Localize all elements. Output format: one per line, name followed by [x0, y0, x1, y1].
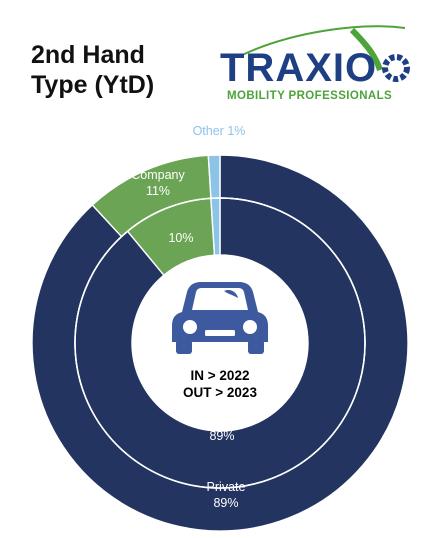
logo-wordmark: TRAXIO — [220, 46, 378, 90]
center-period-text: IN > 2022 OUT > 2023 — [183, 367, 257, 401]
label-outer-company: Company 11% — [131, 167, 185, 199]
donut-hole — [132, 255, 308, 431]
label-outer-company-value: 11% — [145, 184, 171, 198]
label-outer-private: Private 89% — [207, 479, 246, 511]
label-inner-company-value: 10% — [168, 231, 194, 245]
chart-title: 2nd Hand Type (YtD) — [31, 40, 154, 100]
title-line-1: 2nd Hand — [31, 41, 145, 69]
slice-outer-other — [207, 154, 221, 200]
label-outer-private-value: 89% — [213, 496, 239, 510]
label-inner-private: 89% — [209, 428, 234, 444]
car-icon — [172, 282, 268, 354]
label-outer-private-name: Private — [206, 480, 246, 494]
inner-ring — [74, 197, 366, 489]
label-outer-other-text: Other 1% — [192, 124, 246, 138]
ring-separator — [74, 197, 366, 489]
center-line-2: OUT > 2023 — [183, 385, 257, 400]
label-inner-private-value: 89% — [209, 429, 235, 443]
traxio-logo: TRAXIO MOBILITY PROFESSIONALS — [220, 18, 420, 108]
label-inner-company: 10% — [168, 230, 193, 246]
gear-logo-icon — [382, 54, 410, 82]
center-line-1: IN > 2022 — [190, 368, 250, 383]
logo-tagline: MOBILITY PROFESSIONALS — [227, 90, 393, 102]
label-outer-company-name: Company — [131, 168, 185, 182]
logo-swoosh-icon — [239, 25, 406, 71]
title-line-2: Type (YtD) — [31, 71, 155, 99]
label-outer-other: Other 1% — [193, 123, 246, 139]
